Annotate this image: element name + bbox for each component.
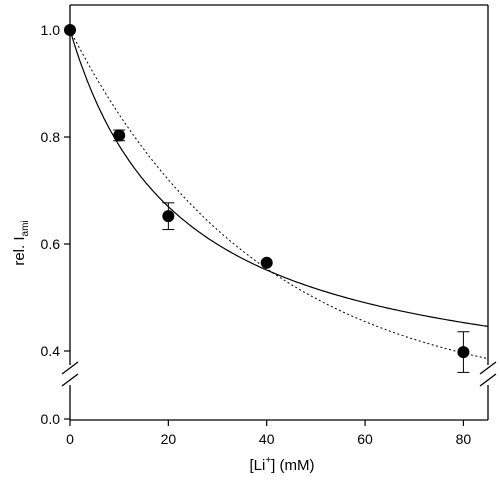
x-tick-label: 0: [66, 431, 74, 447]
x-tick-label: 20: [161, 431, 177, 447]
axis-break-mark: [61, 373, 79, 387]
y-tick-label: 0.6: [41, 236, 61, 252]
axis-break-mark: [61, 361, 79, 375]
x-tick-label: 80: [456, 431, 472, 447]
data-point: [260, 256, 273, 269]
y-axis-ticks: 1.0 0.8 0.6 0.4 0.0: [41, 22, 70, 427]
y-axis-title: rel. Iami: [11, 220, 31, 265]
y-tick-label: 1.0: [41, 22, 61, 38]
fit-curve-solid: [69, 29, 489, 327]
x-tick-label: 60: [357, 431, 373, 447]
x-axis-title: [Li+] (mM): [249, 455, 314, 474]
data-point: [457, 346, 470, 359]
error-bars: [113, 129, 470, 373]
axis-break-mark: [479, 373, 497, 387]
axis-break-marks: [61, 361, 497, 387]
y-tick-label: 0.4: [41, 343, 61, 359]
y-tick-label: 0.8: [41, 129, 61, 145]
plot-frame: [69, 4, 489, 421]
y-tick-label: 0.0: [41, 411, 61, 427]
fit-curve-dotted: [69, 29, 489, 360]
fit-curves: [69, 29, 489, 360]
axis-break-mark: [479, 361, 497, 375]
data-point: [113, 129, 126, 142]
data-point: [162, 210, 175, 223]
x-tick-label: 40: [259, 431, 275, 447]
x-axis-ticks: 0 20 40 60 80: [66, 420, 471, 447]
data-points: [64, 24, 470, 359]
